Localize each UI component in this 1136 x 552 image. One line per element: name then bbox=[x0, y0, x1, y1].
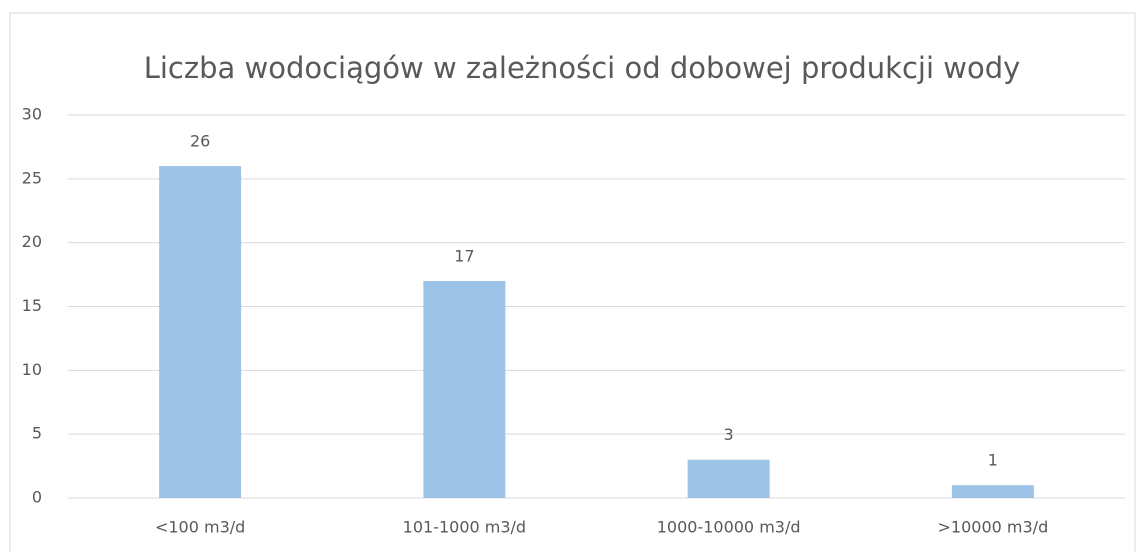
y-tick-label: 0 bbox=[32, 488, 42, 507]
data-label: 26 bbox=[190, 132, 210, 151]
data-label: 3 bbox=[724, 425, 734, 444]
y-tick-label: 10 bbox=[22, 360, 42, 379]
y-tick-label: 5 bbox=[32, 424, 42, 443]
x-tick-label: 101-1000 m3/d bbox=[403, 518, 526, 537]
bar bbox=[159, 166, 242, 499]
y-tick-label: 30 bbox=[22, 105, 42, 124]
y-tick-label: 25 bbox=[22, 168, 42, 187]
data-label: 1 bbox=[988, 451, 998, 470]
x-tick-label: 1000-10000 m3/d bbox=[657, 518, 801, 537]
y-tick-label: 20 bbox=[22, 232, 42, 251]
x-tick-label: <100 m3/d bbox=[155, 518, 245, 537]
chart-title: Liczba wodociągów w zależności od dobowe… bbox=[144, 51, 1021, 85]
y-tick-label: 15 bbox=[22, 296, 42, 315]
data-label: 17 bbox=[454, 246, 474, 265]
bar bbox=[423, 280, 506, 498]
bar bbox=[951, 485, 1034, 498]
bar bbox=[687, 459, 770, 498]
x-tick-label: >10000 m3/d bbox=[938, 518, 1049, 537]
